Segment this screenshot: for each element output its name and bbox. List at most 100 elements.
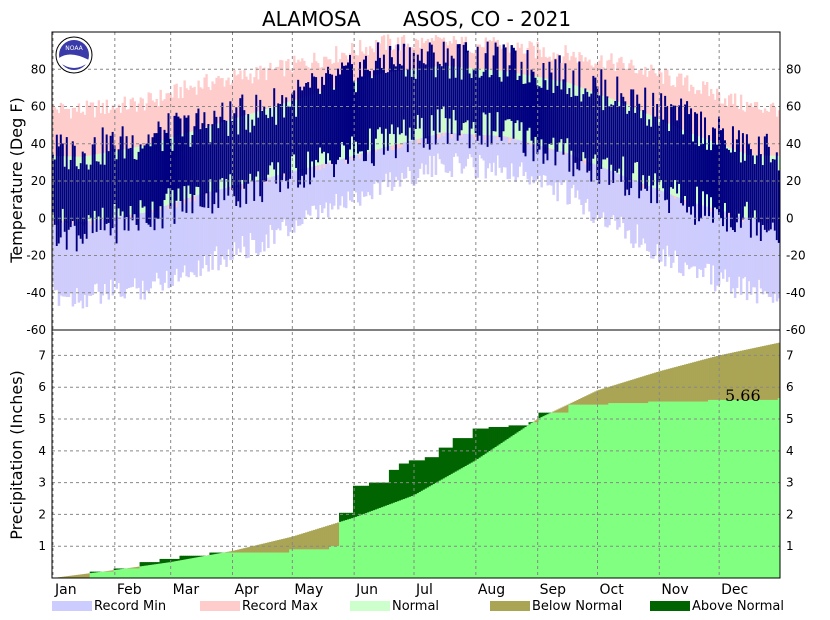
precip-normal-bar (125, 568, 128, 578)
precip-below-normal-bar (600, 389, 603, 405)
precip-normal-bar (454, 471, 458, 578)
precip-normal-bar (105, 571, 109, 578)
precip-above-normal-bar (217, 552, 220, 554)
precip-normal-bar (582, 404, 585, 578)
month-label: Apr (235, 582, 259, 598)
precip-normal-bar (253, 552, 256, 578)
observed-temp-bar (544, 80, 547, 154)
precip-normal-bar (476, 459, 480, 578)
record-min-bar (115, 218, 118, 289)
precip-normal-bar (460, 468, 464, 578)
record-min-bar (614, 167, 617, 221)
precip-above-normal-bar (213, 552, 216, 555)
observed-temp-bar (297, 79, 300, 188)
observed-temp-bar (133, 158, 136, 215)
observed-temp-bar (279, 103, 282, 193)
observed-temp-bar (710, 150, 713, 198)
record-min-bar (149, 215, 152, 289)
precip-normal-bar (376, 508, 380, 578)
precip-below-normal-bar (532, 421, 535, 423)
observed-temp-bar (604, 79, 607, 160)
observed-temp-bar (745, 134, 749, 202)
precip-normal-bar (706, 401, 709, 578)
precip-above-normal-bar (354, 485, 358, 517)
precip-above-normal-bar (402, 463, 406, 500)
precip-below-normal-bar (235, 550, 238, 553)
observed-temp-bar (526, 50, 529, 131)
observed-temp-bar (458, 44, 462, 136)
precip-below-normal-bar (315, 529, 318, 550)
observed-temp-bar (562, 79, 565, 155)
record-min-bar (562, 146, 565, 183)
precip-normal-bar (201, 556, 204, 578)
month-label: May (294, 582, 323, 598)
precip-normal-bar (632, 403, 635, 578)
precip-below-normal-bar (608, 386, 611, 404)
observed-temp-bar (588, 96, 591, 171)
precip-above-normal-bar (161, 558, 164, 564)
record-min-bar (131, 211, 134, 287)
record-min-bar (440, 129, 444, 164)
observed-temp-bar (159, 127, 162, 207)
precip-normal-bar (686, 401, 689, 578)
precip-above-normal-bar (430, 457, 434, 486)
precip-below-normal-bar (329, 524, 332, 547)
record-min-bar (343, 156, 346, 208)
precip-normal-bar (143, 565, 146, 578)
observed-temp-bar (269, 108, 272, 166)
record-min-bar (704, 206, 707, 268)
precip-normal-bar (273, 552, 276, 578)
legend-swatch (52, 601, 92, 611)
record-min-bar (460, 136, 464, 174)
precip-normal-bar (480, 456, 483, 578)
precip-normal-bar (219, 553, 222, 578)
precip-normal-bar (763, 399, 767, 578)
record-min-bar (753, 216, 757, 288)
precip-below-normal-bar (61, 576, 65, 578)
precip-normal-bar (552, 412, 555, 578)
precip-normal-bar (775, 399, 779, 578)
precip-normal-bar (540, 417, 543, 578)
observed-temp-bar (640, 118, 643, 191)
observed-temp-bar (65, 137, 69, 250)
observed-temp-bar (430, 44, 434, 116)
precip-normal-bar (700, 401, 703, 578)
precip-below-normal-bar (331, 524, 334, 547)
temp-tick-label-right: 20 (786, 174, 801, 188)
record-min-bar (183, 204, 186, 266)
observed-temp-bar (311, 73, 314, 162)
precip-normal-bar (506, 439, 509, 578)
record-min-bar (141, 209, 144, 281)
precip-normal-bar (670, 401, 673, 578)
record-min-bar (618, 173, 621, 228)
precip-below-normal-bar (704, 359, 707, 402)
precip-normal-bar (406, 497, 410, 578)
record-min-bar (400, 146, 404, 173)
precip-below-normal-bar (71, 575, 75, 578)
precip-below-normal-bar (594, 391, 597, 405)
record-min-bar (434, 136, 438, 175)
observed-temp-bar (207, 123, 210, 209)
precip-above-normal-bar (386, 482, 390, 505)
precip-below-normal-bar (67, 575, 71, 578)
precip-below-normal-bar (769, 344, 773, 400)
temp-tick-label-left: 40 (31, 137, 46, 151)
record-min-bar (103, 217, 107, 285)
record-min-bar (147, 209, 150, 293)
observed-temp-bar (558, 55, 561, 143)
precip-below-normal-bar (733, 352, 737, 400)
precip-below-normal-bar (265, 542, 268, 553)
record-min-bar (548, 149, 551, 185)
record-min-bar (217, 190, 220, 271)
record-min-bar (227, 184, 230, 250)
record-min-bar (588, 157, 591, 212)
precip-normal-bar (610, 403, 613, 578)
record-min-bar (516, 134, 519, 178)
record-min-bar (261, 176, 264, 243)
record-min-bar (616, 172, 619, 230)
record-min-bar (408, 138, 412, 172)
month-label: Oct (600, 582, 625, 598)
observed-temp-bar (321, 76, 324, 154)
record-min-bar (325, 158, 328, 203)
precip-normal-bar (197, 557, 200, 578)
